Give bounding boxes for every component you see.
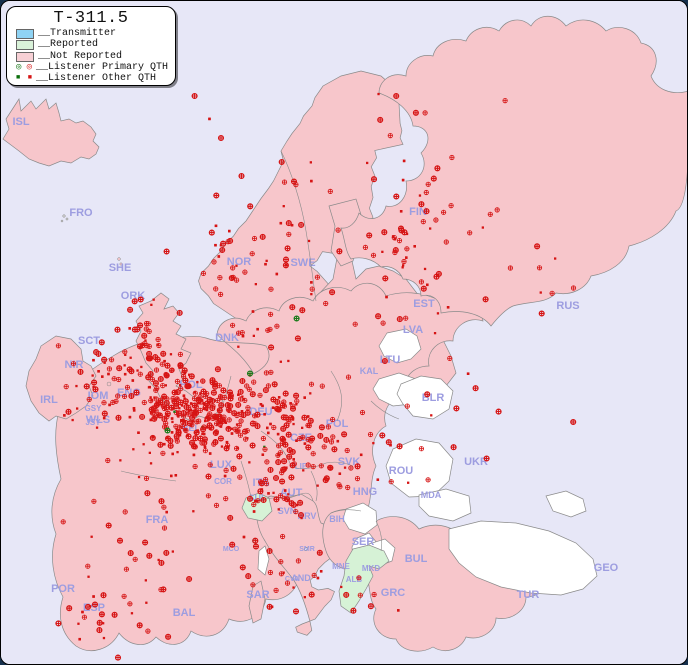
- svg-text:LUX: LUX: [210, 459, 233, 471]
- svg-text:MKD: MKD: [362, 564, 380, 573]
- svg-text:COR: COR: [214, 477, 232, 486]
- svg-text:MDA: MDA: [421, 490, 442, 500]
- svg-text:IRL: IRL: [40, 394, 58, 406]
- svg-text:EST: EST: [413, 298, 435, 310]
- svg-text:POR: POR: [51, 583, 75, 595]
- svg-text:LVA: LVA: [403, 324, 423, 336]
- svg-text:FRO: FRO: [69, 207, 93, 219]
- svg-text:DNK: DNK: [215, 332, 239, 344]
- svg-text:HNG: HNG: [353, 486, 377, 498]
- svg-text:GSY: GSY: [85, 404, 103, 413]
- svg-text:SMR: SMR: [299, 546, 315, 553]
- svg-text:ISL: ISL: [12, 116, 29, 128]
- svg-text:BIH: BIH: [329, 514, 345, 524]
- svg-text:CVA: CVA: [285, 576, 299, 583]
- svg-text:GEO: GEO: [594, 562, 619, 574]
- svg-text:POL: POL: [326, 418, 349, 430]
- svg-text:GRC: GRC: [381, 587, 406, 599]
- svg-text:SHE: SHE: [109, 262, 132, 274]
- svg-text:JSY: JSY: [85, 418, 101, 427]
- svg-text:BUL: BUL: [405, 553, 428, 565]
- svg-text:KAL: KAL: [360, 366, 379, 376]
- svg-text:MNE: MNE: [332, 562, 350, 571]
- svg-text:SER: SER: [352, 536, 375, 548]
- svg-text:FRA: FRA: [146, 514, 169, 526]
- svg-text:RUS: RUS: [556, 300, 579, 312]
- svg-text:TUR: TUR: [517, 589, 540, 601]
- svg-text:SWE: SWE: [290, 257, 315, 269]
- svg-text:DEU: DEU: [249, 406, 272, 418]
- svg-text:NOR: NOR: [227, 256, 252, 268]
- svg-text:SCT: SCT: [78, 335, 100, 347]
- svg-text:BAL: BAL: [173, 607, 196, 619]
- svg-text:ROU: ROU: [389, 465, 414, 477]
- svg-text:SAR: SAR: [246, 589, 269, 601]
- svg-text:IOM: IOM: [88, 390, 109, 402]
